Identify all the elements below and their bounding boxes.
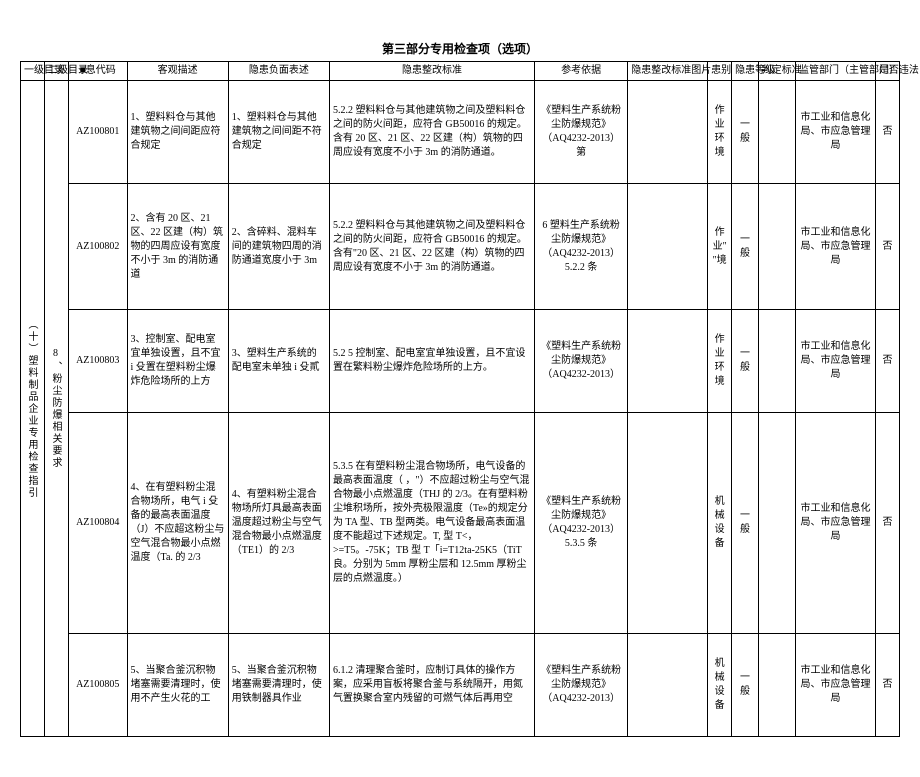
cell-code: AZ100803 [68, 310, 127, 413]
cell-law: 否 [875, 413, 899, 634]
h-obj: 客观描述 [127, 62, 228, 81]
cell-dept: 市工业和信息化局、市应急管理局 [796, 81, 876, 184]
cell-lvl: 一般 [732, 634, 759, 737]
cell-jud [758, 634, 795, 737]
h-law: 是否违法 [875, 62, 899, 81]
table-row: AZ100805 5、当聚合釜沉积物堵塞需要清理时，使用不产生火花的工 5、当聚… [21, 634, 900, 737]
cell-law: 否 [875, 310, 899, 413]
cell-neg: 4、有塑料粉尘混合物场所灯具最高表面温度超过粉尘与空气混合物最小点燃温度（TE1… [228, 413, 329, 634]
table-row: （十）塑料制品企业专用检查指引 8、粉尘防爆相关要求 AZ100801 1、塑料… [21, 81, 900, 184]
cell-neg: 5、当聚合釜沉积物堵塞需要清理时，使用铁制器具作业 [228, 634, 329, 737]
h-dept: 监管部门（主管部门） [796, 62, 876, 81]
h-dir2: 二级目录 [44, 62, 68, 81]
cell-img [628, 183, 708, 309]
cell-neg: 3、塑料生产系统的配电室未单独 i 殳貳 [228, 310, 329, 413]
table-row: AZ100804 4、在有塑料粉尘混合物场所，电气 i 殳备的最高表面温度（J）… [21, 413, 900, 634]
cell-lvl: 一般 [732, 183, 759, 309]
cell-lvl: 一般 [732, 310, 759, 413]
cell-dept: 市工业和信息化局、市应急管理局 [796, 634, 876, 737]
header-row: 一级目录 二级目录 ■息代码 客观描述 隐患负面表述 隐患整改标准 参考依据 隐… [21, 62, 900, 81]
cell-std: 5.3.5 在有塑料粉尘混合物场所，电气设备的最高表面温度（ ，"）不应超过粉尘… [329, 413, 534, 634]
h-std: 隐患整改标准 [329, 62, 534, 81]
h-dir1: 一级目录 [21, 62, 45, 81]
cell-lvl: 一般 [732, 413, 759, 634]
cell-ref: 《塑料生产系统粉尘防爆规范》（AQ4232-2013）5.3.5 条 [535, 413, 628, 634]
cell-obj: 2、含有 20 区、21 区、22 区建（构）筑物的四周应设有宽度不小于 3m … [127, 183, 228, 309]
cell-loc: 作业环境 [708, 81, 732, 184]
cell-img [628, 310, 708, 413]
h-img: 隐患整改标准图片 [628, 62, 708, 81]
cell-ref: 《塑料生产系统粉尘防爆规范》（AQ4232-2013） [535, 634, 628, 737]
dir1-cell: （十）塑料制品企业专用检查指引 [21, 81, 45, 737]
cell-code: AZ100804 [68, 413, 127, 634]
cell-law: 否 [875, 183, 899, 309]
cell-std: 6.1.2 清理聚合釜时，应制订具体的操作方案，应采用盲板将聚合釜与系统隔开，用… [329, 634, 534, 737]
cell-law: 否 [875, 81, 899, 184]
cell-code: AZ100802 [68, 183, 127, 309]
cell-loc: 机械设备 [708, 634, 732, 737]
h-jud: 判定标准 [758, 62, 795, 81]
dir2-cell: 8、粉尘防爆相关要求 [44, 81, 68, 737]
cell-loc: 机械设备 [708, 413, 732, 634]
cell-jud [758, 81, 795, 184]
cell-img [628, 81, 708, 184]
h-neg: 隐患负面表述 [228, 62, 329, 81]
h-ref: 参考依据 [535, 62, 628, 81]
cell-loc: 作业""境 [708, 183, 732, 309]
cell-code: AZ100801 [68, 81, 127, 184]
cell-jud [758, 310, 795, 413]
cell-lvl: 一般 [732, 81, 759, 184]
cell-ref: 6 塑料生产系统粉尘防爆规范》（AQ4232-2013）5.2.2 条 [535, 183, 628, 309]
table-row: AZ100802 2、含有 20 区、21 区、22 区建（构）筑物的四周应设有… [21, 183, 900, 309]
page-title: 第三部分专用检查项（选项） [20, 40, 900, 57]
h-loc: 患别 [708, 62, 732, 81]
cell-neg: 1、塑料料仓与其他建筑物之间间距不符合规定 [228, 81, 329, 184]
cell-obj: 5、当聚合釜沉积物堵塞需要清理时，使用不产生火花的工 [127, 634, 228, 737]
cell-ref: 《塑料生产系统粉尘防爆规范》（AQ4232-2013） [535, 310, 628, 413]
cell-img [628, 413, 708, 634]
inspection-table: 一级目录 二级目录 ■息代码 客观描述 隐患负面表述 隐患整改标准 参考依据 隐… [20, 61, 900, 737]
cell-std: 5.2 5 控制室、配电室宜单独设置，且不宜设置在繁料粉尘爆炸危险场所的上方。 [329, 310, 534, 413]
cell-obj: 4、在有塑料粉尘混合物场所，电气 i 殳备的最高表面温度（J）不应超这粉尘与空气… [127, 413, 228, 634]
table-row: AZ100803 3、控制室、配电室宜单独设置，且不宜 i 殳置在塑料粉尘爆炸危… [21, 310, 900, 413]
cell-code: AZ100805 [68, 634, 127, 737]
cell-dept: 市工业和信息化局、市应急管理局 [796, 310, 876, 413]
cell-img [628, 634, 708, 737]
cell-std: 5.2.2 塑料料仓与其他建筑物之间及塑料料仓之间的防火间距，应符合 GB500… [329, 81, 534, 184]
cell-jud [758, 413, 795, 634]
h-lvl: 隐患等级 [732, 62, 759, 81]
cell-neg: 2、含碎料、混料车间的建筑物四周的消防通道宽度小于 3m [228, 183, 329, 309]
cell-loc: 作业环境 [708, 310, 732, 413]
cell-jud [758, 183, 795, 309]
cell-dept: 市工业和信息化局、市应急管理局 [796, 413, 876, 634]
cell-ref: 《塑料生产系统粉尘防爆规范》（AQ4232-2013）第 [535, 81, 628, 184]
cell-std: 5.2.2 塑料料仓与其他建筑物之间及塑料料仓之间的防火间距，应符合 GB500… [329, 183, 534, 309]
cell-dept: 市工业和信息化局、市应急管理局 [796, 183, 876, 309]
cell-obj: 3、控制室、配电室宜单独设置，且不宜 i 殳置在塑料粉尘爆炸危险场所的上方 [127, 310, 228, 413]
cell-law: 否 [875, 634, 899, 737]
cell-obj: 1、塑料料仓与其他建筑物之间间距应符合规定 [127, 81, 228, 184]
